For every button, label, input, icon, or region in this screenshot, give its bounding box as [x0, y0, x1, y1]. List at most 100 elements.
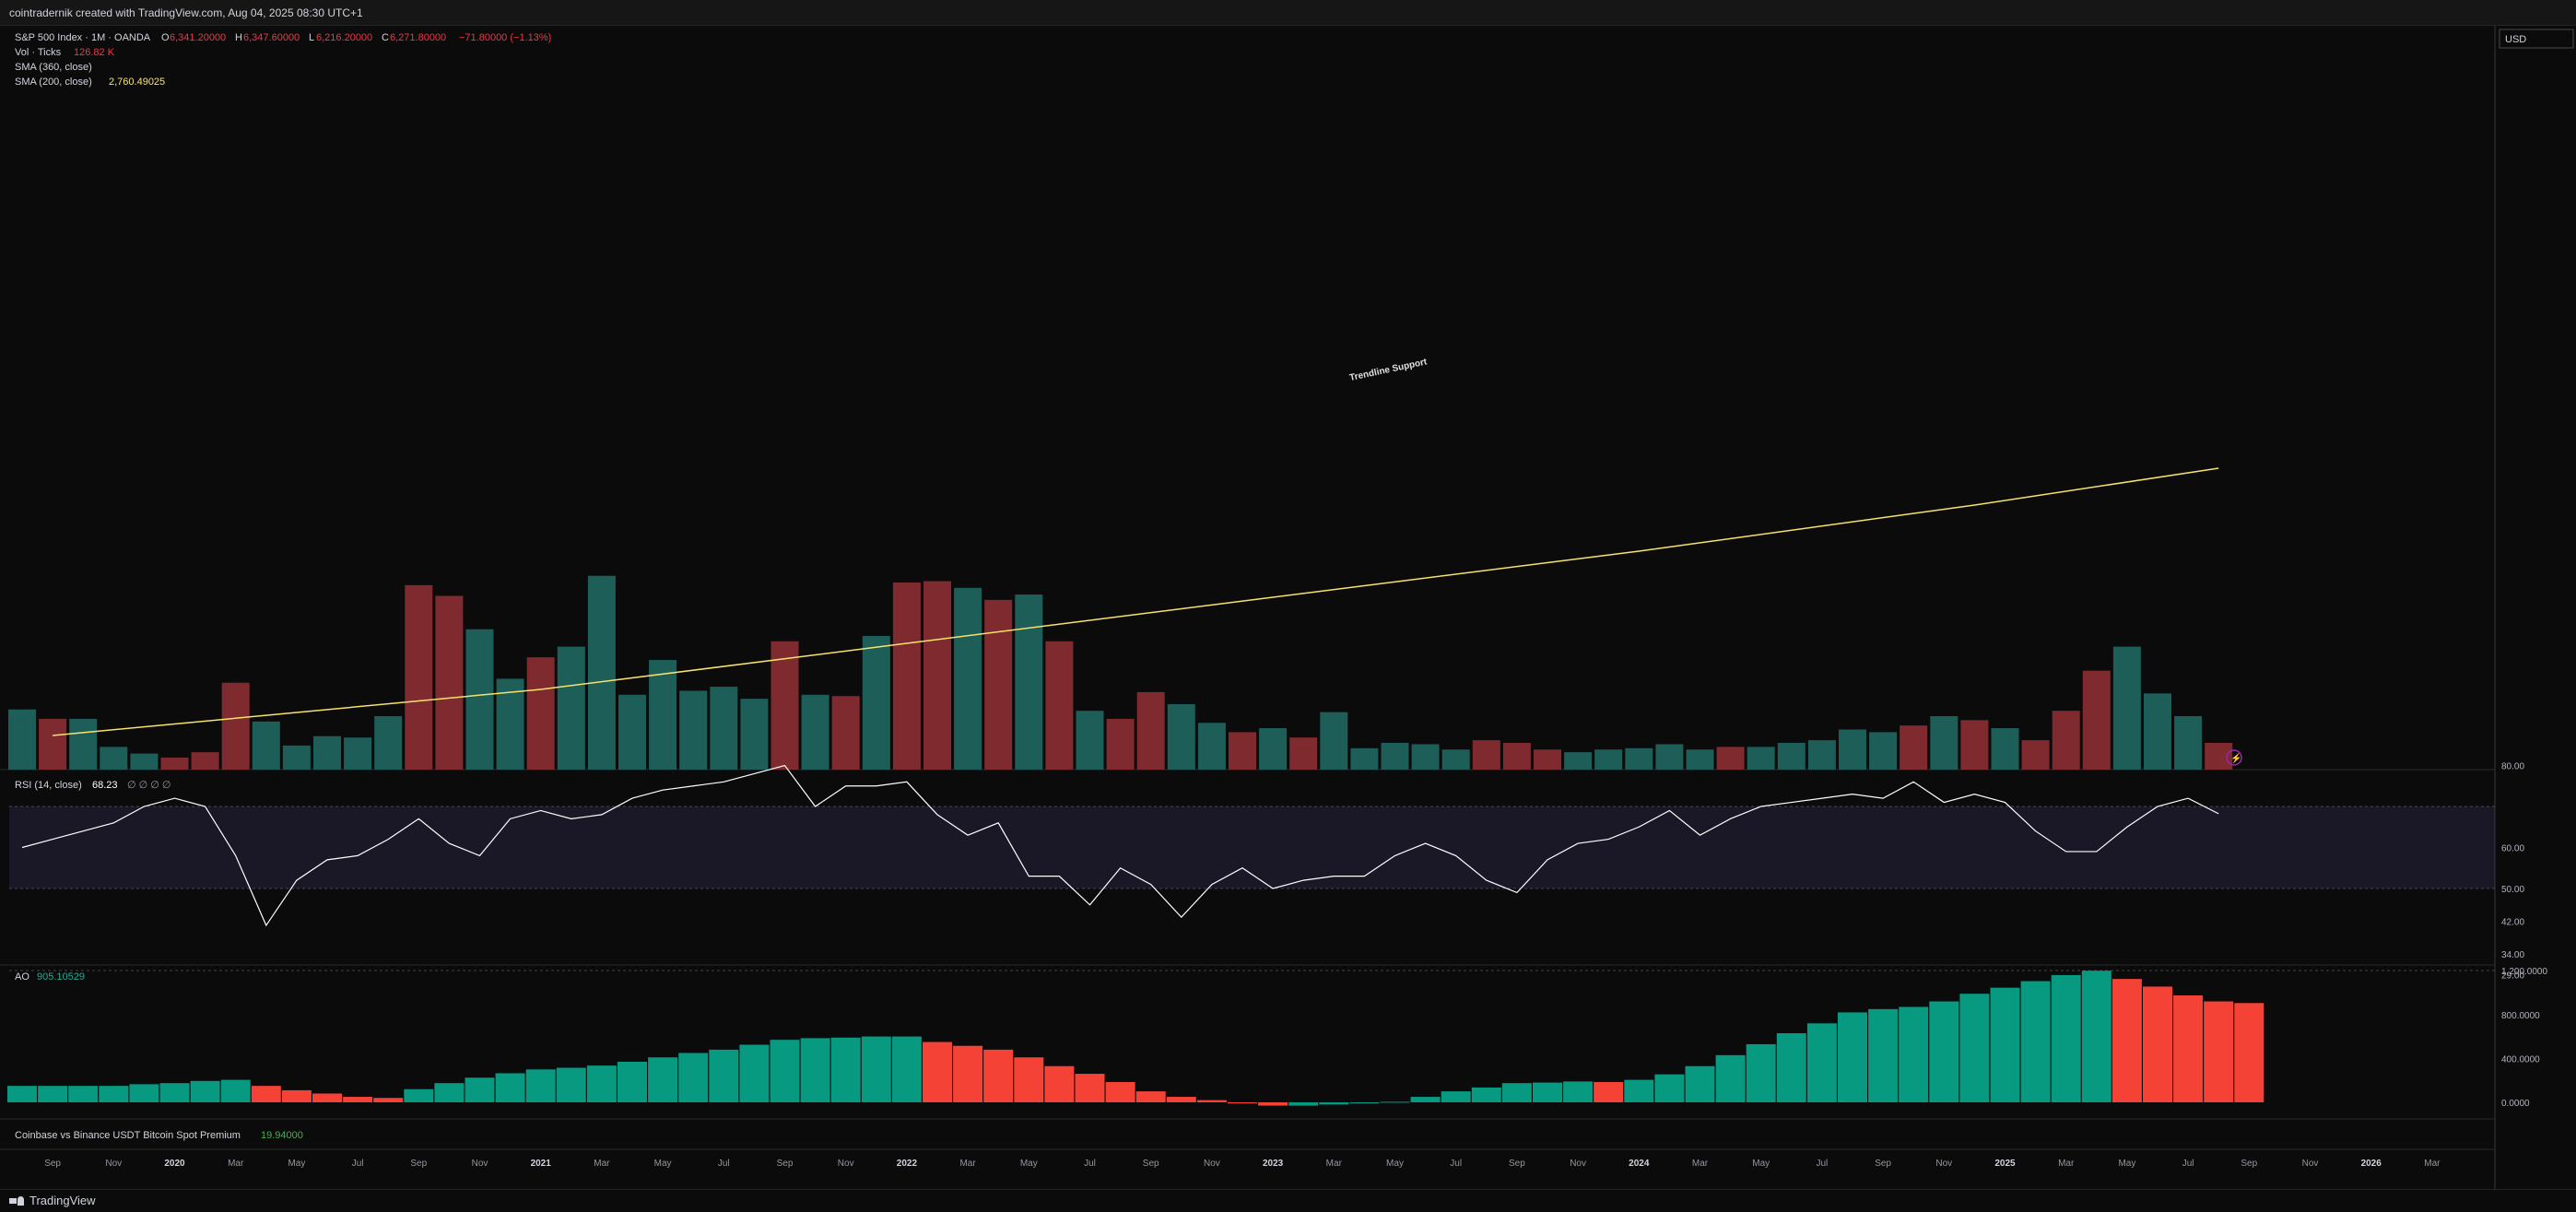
- volume-bar: [191, 752, 219, 770]
- ao-bar: [1990, 987, 2020, 1102]
- alert-icon[interactable]: [2226, 749, 2242, 766]
- ao-bar: [281, 1089, 312, 1102]
- time-axis-label: 2026: [2361, 1159, 2382, 1169]
- legend-high-label: H: [235, 32, 242, 43]
- main-legend: S&P 500 Index · 1M · OANDA O 6,341.20000…: [15, 32, 551, 88]
- ao-bar: [1228, 1102, 1257, 1104]
- ao-bar: [251, 1086, 281, 1102]
- volume-bar: [2052, 711, 2080, 770]
- rsi-pane: [9, 764, 2495, 971]
- volume-bar: [39, 718, 67, 770]
- volume-bar: [984, 599, 1013, 770]
- volume-bar: [69, 718, 98, 770]
- ao-bar: [2051, 974, 2081, 1102]
- ao-bar: [343, 1097, 373, 1102]
- legend-open-value: 6,341.20000: [170, 32, 226, 43]
- ao-bar: [891, 1036, 922, 1102]
- time-axis-label: 2022: [897, 1159, 918, 1169]
- header-title: cointradernik created with TradingView.c…: [9, 6, 363, 19]
- time-axis-label: Nov: [1935, 1159, 1952, 1169]
- volume-bar: [1655, 744, 1684, 770]
- ao-bar: [525, 1069, 556, 1102]
- ao-bar: [739, 1044, 770, 1102]
- volume-bar: [801, 694, 829, 770]
- time-axis-label: May: [288, 1159, 305, 1169]
- chart-frame[interactable]: All-Time HighPrice ATH2025 OpenQ2 OpenRe…: [0, 26, 2576, 1189]
- legend-low-label: L: [309, 32, 314, 43]
- rsi-legend: RSI (14, close) 68.23 ∅ ∅ ∅ ∅: [15, 780, 171, 791]
- volume-bar: [282, 745, 311, 770]
- legend-high-value: 6,347.60000: [243, 32, 300, 43]
- ao-bar: [38, 1086, 68, 1102]
- ao-bar: [1624, 1079, 1654, 1102]
- volume-bar: [1136, 691, 1165, 770]
- ao-bar: [1929, 1001, 1959, 1102]
- ao-bar: [1685, 1065, 1715, 1102]
- volume-bar: [1625, 747, 1653, 770]
- price-chart-svg[interactable]: All-Time HighPrice ATH2025 OpenQ2 OpenRe…: [0, 26, 2576, 1189]
- volume-bar: [1534, 749, 1561, 770]
- time-axis-label: Jul: [352, 1159, 364, 1169]
- ao-bar: [2143, 986, 2172, 1102]
- time-axis-label: Mar: [594, 1159, 610, 1169]
- time-axis-label: Jul: [718, 1159, 730, 1169]
- time-axis-label: Jul: [1084, 1159, 1096, 1169]
- tradingview-logo-icon: [9, 1195, 24, 1206]
- price-scale[interactable]: 6,442.000006,153.000005,906.000005,501.5…: [2498, 26, 2573, 1110]
- time-axis-label: Sep: [44, 1159, 61, 1169]
- ao-bar: [1654, 1074, 1685, 1102]
- volume-bar: [526, 657, 555, 770]
- volume-bar: [435, 595, 464, 770]
- volume-bar: [2144, 693, 2171, 770]
- volume-bar: [618, 694, 646, 770]
- chart-footer: TradingView: [0, 1189, 2576, 1212]
- ao-bar: [556, 1067, 586, 1102]
- volume-bar: [1197, 723, 1226, 770]
- time-axis-label: Mar: [2058, 1159, 2075, 1169]
- rsi-value: 68.23: [92, 780, 118, 791]
- time-axis-label: 2025: [1994, 1159, 2016, 1169]
- time-axis-label: Sep: [1143, 1159, 1159, 1169]
- rsi-tick-label: 80.00: [2501, 762, 2524, 772]
- volume-bar: [8, 709, 36, 770]
- rsi-line: [21, 764, 2219, 927]
- time-axis[interactable]: Sep Nov 2020 Mar May Jul Sep Nov 2021 Mar May Jul Se…: [44, 1159, 2441, 1169]
- volume-bar: [496, 678, 524, 770]
- volume-bar: [1839, 729, 1866, 770]
- ao-bar: [1075, 1074, 1105, 1102]
- ao-bar: [2020, 981, 2051, 1102]
- ao-bar: [99, 1086, 129, 1102]
- volume-bar: [252, 721, 280, 770]
- ao-bar: [983, 1049, 1014, 1102]
- alert-icon-glyph: ⚡: [2230, 752, 2241, 764]
- tradingview-brand: TradingView: [29, 1194, 96, 1207]
- ao-bar: [800, 1038, 830, 1102]
- volume-bar: [587, 575, 616, 770]
- time-axis-label: Mar: [228, 1159, 244, 1169]
- volume-bar: [679, 690, 708, 770]
- volume-bar: [1930, 716, 1958, 770]
- ao-bar: [1563, 1081, 1594, 1102]
- time-axis-label: 2023: [1263, 1159, 1284, 1169]
- ao-legend: AO 905.10529: [15, 971, 85, 983]
- volume-bar: [2082, 670, 2111, 770]
- volume-bar: [740, 699, 769, 770]
- legend-change: −71.80000 (−1.13%): [459, 32, 551, 43]
- volume-bar: [1015, 594, 1043, 770]
- volume-bar: [1441, 749, 1470, 770]
- tradingview-logo[interactable]: TradingView: [9, 1194, 96, 1207]
- ao-bar: [1806, 1023, 1837, 1102]
- volume-bar: [2112, 646, 2141, 770]
- ao-bar: [1471, 1087, 1501, 1102]
- ao-bar: [1959, 994, 1990, 1102]
- ao-bar: [1533, 1082, 1562, 1102]
- sma200-line: [53, 467, 2219, 736]
- currency-box[interactable]: [2499, 29, 2574, 49]
- time-axis-label: Mar: [1326, 1159, 1343, 1169]
- time-axis-label: Nov: [472, 1159, 488, 1169]
- ao-bar: [678, 1053, 709, 1102]
- ao-bar: [1746, 1043, 1776, 1102]
- time-axis-label: 2020: [164, 1159, 185, 1169]
- ao-bar: [586, 1065, 617, 1102]
- volume-bar: [1472, 740, 1500, 770]
